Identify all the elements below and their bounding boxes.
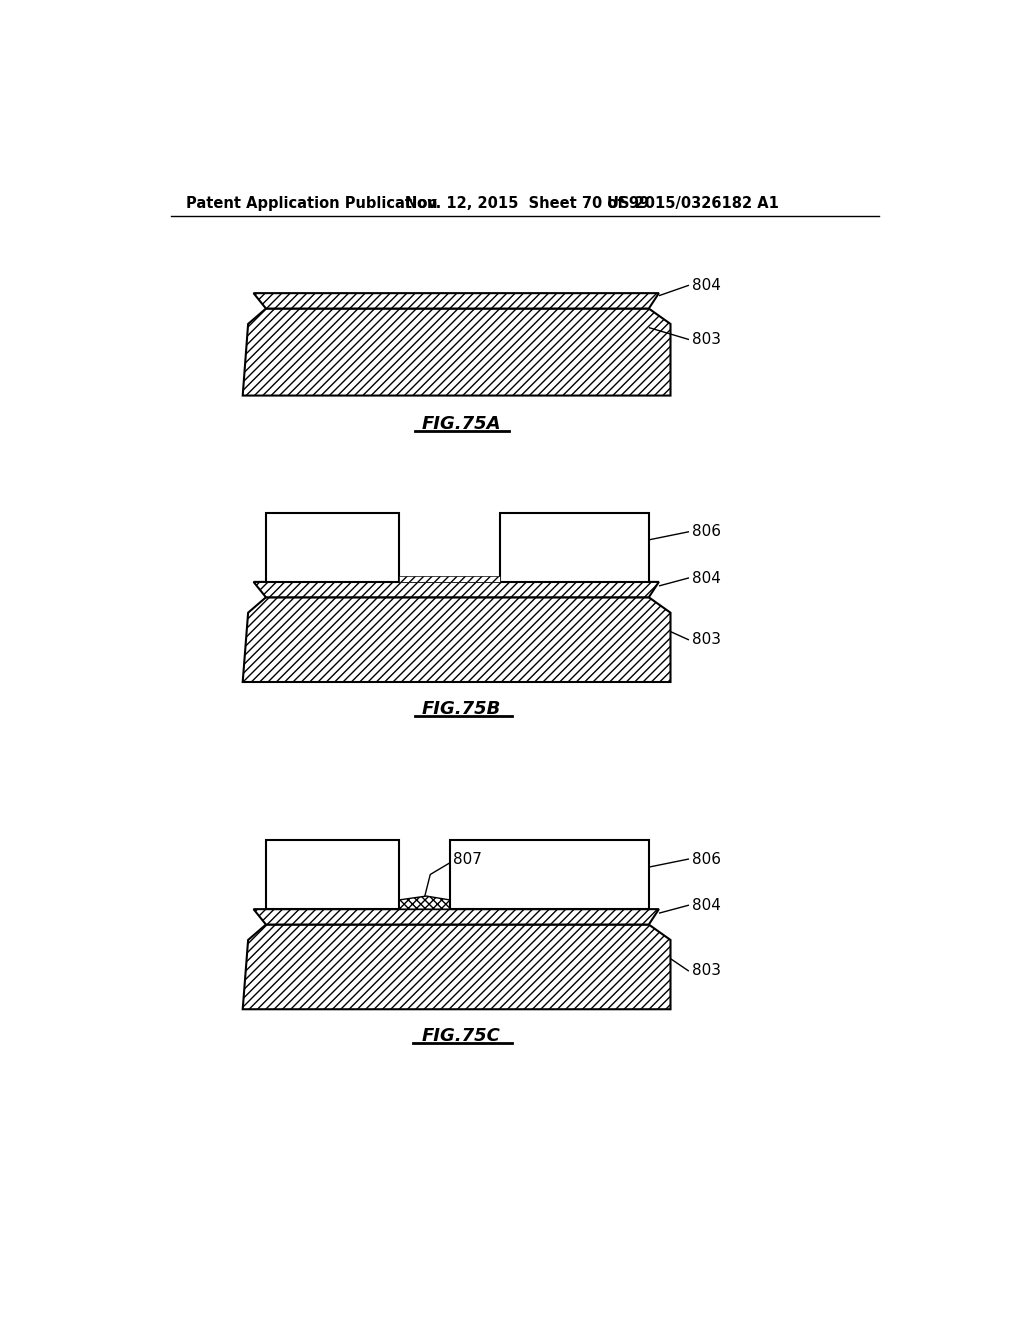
Text: 804: 804 bbox=[692, 570, 721, 586]
Polygon shape bbox=[266, 840, 399, 909]
Polygon shape bbox=[500, 512, 649, 582]
Polygon shape bbox=[243, 309, 671, 396]
Text: 807: 807 bbox=[454, 851, 482, 867]
Text: 803: 803 bbox=[692, 964, 721, 978]
Text: 804: 804 bbox=[692, 898, 721, 913]
Polygon shape bbox=[450, 840, 649, 909]
Text: FIG.75B: FIG.75B bbox=[422, 700, 501, 718]
Text: 804: 804 bbox=[692, 279, 721, 293]
Text: FIG.75A: FIG.75A bbox=[422, 414, 501, 433]
Text: FIG.75C: FIG.75C bbox=[422, 1027, 501, 1045]
Text: 806: 806 bbox=[692, 851, 721, 867]
Polygon shape bbox=[399, 576, 500, 582]
Polygon shape bbox=[254, 909, 658, 924]
Text: 806: 806 bbox=[692, 524, 721, 540]
Polygon shape bbox=[254, 582, 658, 598]
Polygon shape bbox=[243, 598, 671, 682]
Polygon shape bbox=[399, 896, 450, 909]
Polygon shape bbox=[254, 293, 658, 309]
Text: US 2015/0326182 A1: US 2015/0326182 A1 bbox=[607, 195, 779, 211]
Text: Nov. 12, 2015  Sheet 70 of 99: Nov. 12, 2015 Sheet 70 of 99 bbox=[406, 195, 649, 211]
Text: 803: 803 bbox=[692, 331, 721, 347]
Text: 803: 803 bbox=[692, 632, 721, 647]
Polygon shape bbox=[243, 924, 671, 1010]
Text: Patent Application Publication: Patent Application Publication bbox=[186, 195, 437, 211]
Polygon shape bbox=[266, 512, 399, 582]
